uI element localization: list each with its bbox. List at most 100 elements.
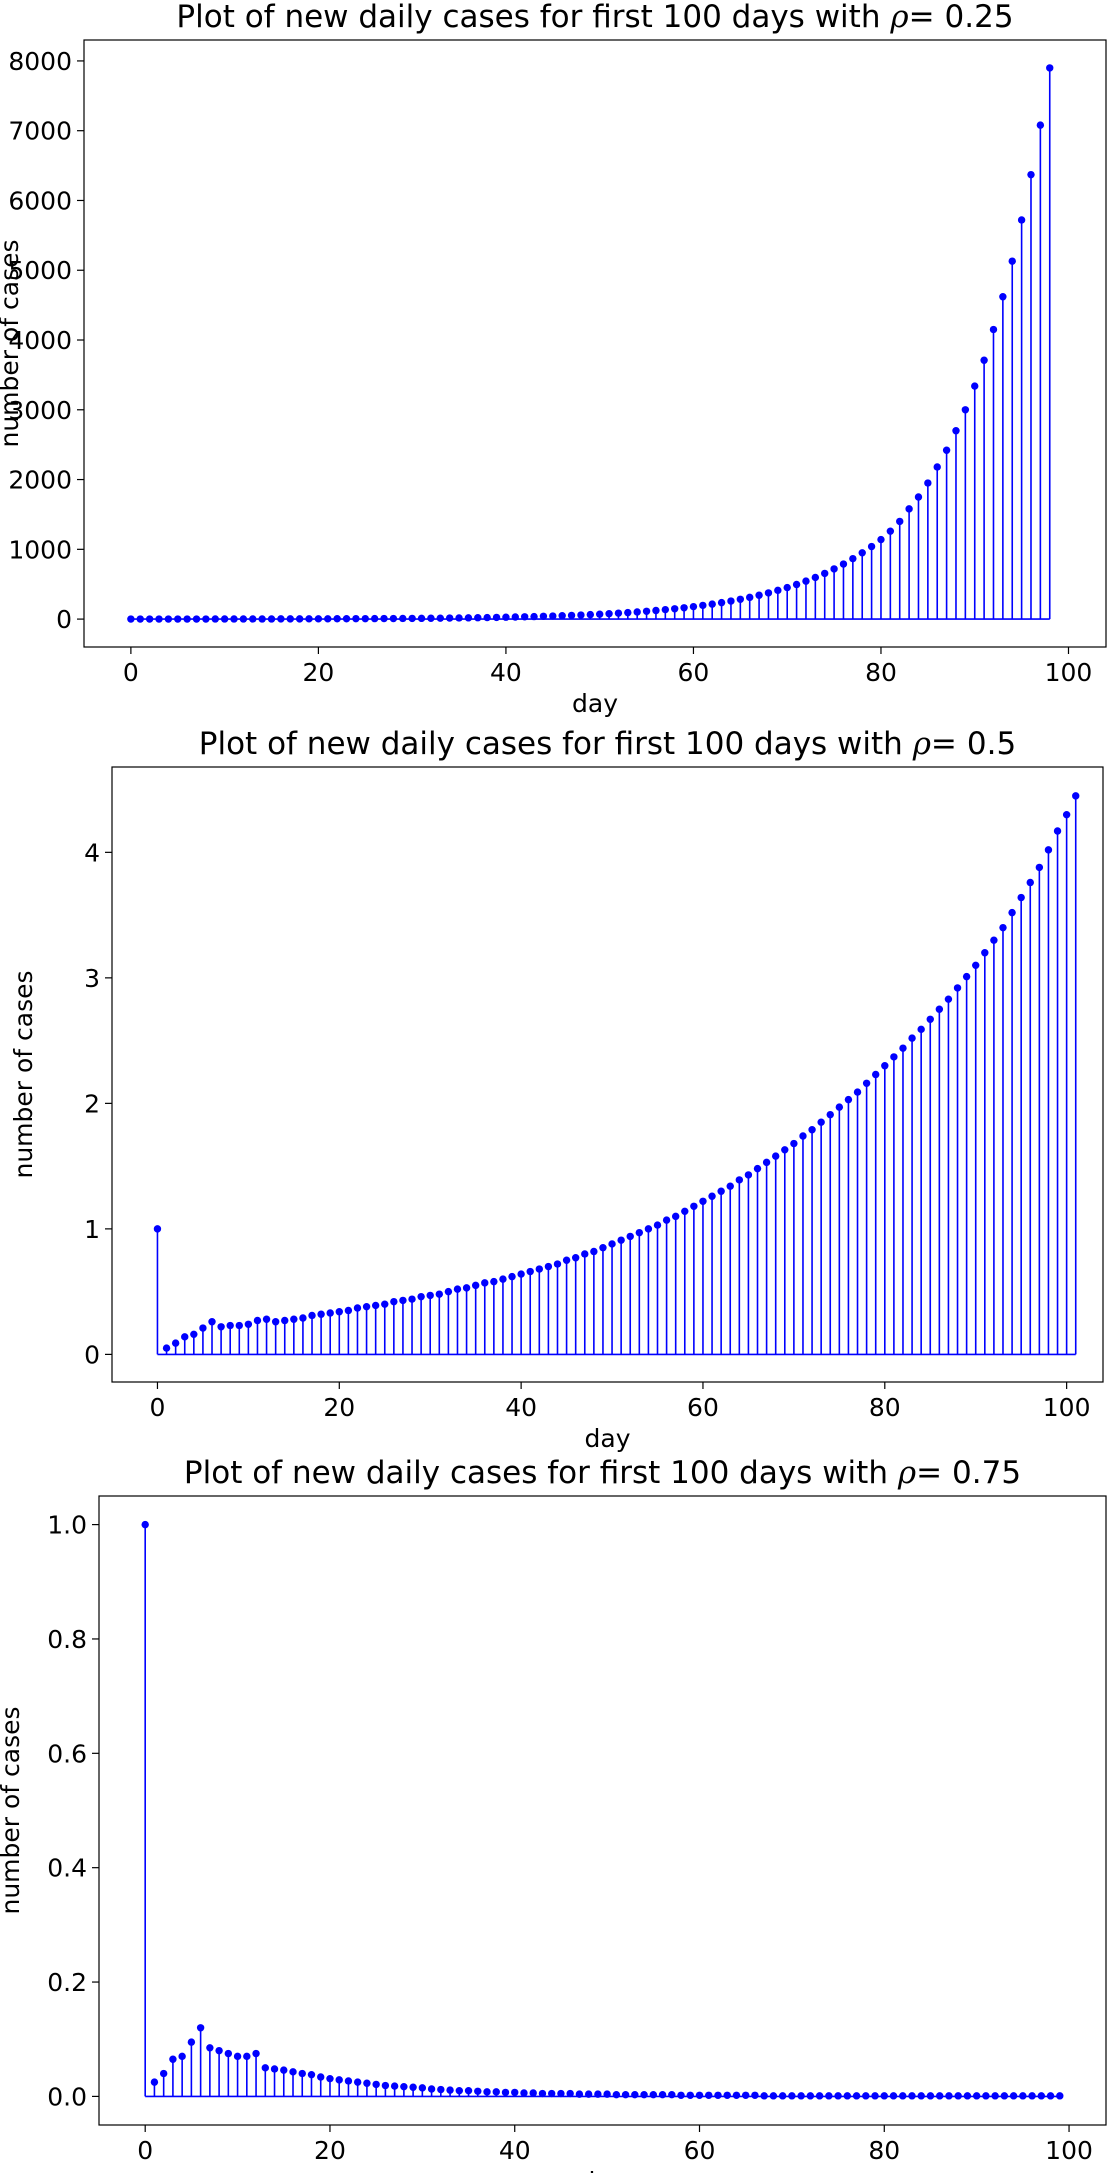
data-point xyxy=(774,586,782,595)
data-point xyxy=(621,2090,630,2099)
data-point xyxy=(839,560,848,568)
data-point xyxy=(400,2082,408,2091)
data-point xyxy=(427,614,435,622)
chart-title: Plot of new daily cases for first 100 da… xyxy=(176,0,1013,35)
data-point xyxy=(890,1053,898,1061)
data-point xyxy=(361,614,369,623)
data-point xyxy=(390,2082,399,2090)
x-tick-label: 40 xyxy=(490,658,522,687)
data-point xyxy=(436,614,444,622)
data-point xyxy=(751,2091,759,2099)
data-point xyxy=(953,984,962,992)
data-point xyxy=(744,1171,753,1179)
data-point xyxy=(217,1323,225,1331)
data-point xyxy=(626,1232,634,1241)
data-point xyxy=(211,615,219,623)
data-point xyxy=(381,2081,390,2090)
data-point xyxy=(352,614,360,623)
data-point xyxy=(658,2090,667,2099)
data-point xyxy=(661,605,670,614)
y-axis-label: number of cases xyxy=(0,239,24,447)
data-point xyxy=(299,1314,307,1322)
chart-title: Plot of new daily cases for first 100 da… xyxy=(184,1455,1021,1491)
data-point xyxy=(924,479,932,487)
data-point xyxy=(529,2089,537,2097)
title-value: 0.75 xyxy=(952,1455,1021,1491)
y-tick-label: 0 xyxy=(84,1340,100,1369)
y-tick-label: 0.0 xyxy=(47,2082,87,2111)
data-point xyxy=(972,2092,981,2100)
data-point xyxy=(858,549,866,557)
x-tick-label: 60 xyxy=(678,658,710,687)
plot-frame xyxy=(98,1495,1107,2126)
data-point xyxy=(905,505,913,513)
data-point xyxy=(202,615,210,623)
data-point xyxy=(271,1318,280,1326)
data-point xyxy=(270,2065,279,2073)
data-point xyxy=(530,612,538,621)
data-point xyxy=(305,615,313,623)
data-point xyxy=(1017,893,1025,902)
data-point xyxy=(353,1304,362,1312)
data-point xyxy=(723,2091,731,2099)
data-point xyxy=(689,602,698,611)
data-point xyxy=(145,615,154,623)
data-point xyxy=(511,2088,519,2097)
y-tick-label: 4 xyxy=(84,838,100,867)
x-tick-label: 60 xyxy=(687,1393,719,1422)
data-point xyxy=(699,601,707,610)
data-point xyxy=(962,972,971,981)
data-point xyxy=(808,1126,816,1134)
data-point xyxy=(481,1279,489,1287)
data-point xyxy=(990,936,998,944)
data-point xyxy=(899,1044,907,1052)
data-point xyxy=(226,1321,234,1330)
x-tick-label: 80 xyxy=(869,1393,901,1422)
data-point xyxy=(333,615,341,623)
data-point xyxy=(408,614,416,623)
y-tick-label: 8000 xyxy=(8,47,72,76)
data-point xyxy=(753,1164,762,1173)
plot-frame xyxy=(83,39,1107,648)
data-point xyxy=(670,605,679,613)
data-point xyxy=(567,611,576,620)
data-point xyxy=(972,961,980,970)
data-point xyxy=(617,1236,625,1244)
data-point xyxy=(826,1110,834,1119)
data-point xyxy=(877,535,885,544)
data-point xyxy=(834,2092,842,2100)
data-point xyxy=(418,2084,427,2092)
data-point xyxy=(371,1301,380,1310)
y-tick-label: 3000 xyxy=(8,396,72,425)
data-point xyxy=(562,1256,571,1264)
x-axis-label: day xyxy=(572,689,618,718)
data-point xyxy=(612,2090,621,2099)
data-point xyxy=(162,1344,171,1352)
data-point xyxy=(258,615,266,623)
data-point xyxy=(474,2087,482,2095)
data-point xyxy=(945,2092,953,2100)
data-point xyxy=(455,614,463,622)
data-point xyxy=(933,463,941,471)
title-eq: = xyxy=(916,1455,942,1491)
y-tick-label: 1 xyxy=(84,1215,100,1244)
data-point xyxy=(631,2090,639,2099)
data-point xyxy=(437,2085,445,2094)
data-point xyxy=(253,1316,262,1325)
x-tick-label: 80 xyxy=(868,2136,900,2165)
data-point xyxy=(771,1152,780,1160)
data-point xyxy=(653,1221,662,1229)
data-point xyxy=(852,2092,861,2100)
data-point xyxy=(681,1207,689,1216)
y-tick-label: 2000 xyxy=(8,466,72,495)
data-point xyxy=(490,1277,498,1286)
data-point xyxy=(324,615,332,623)
y-tick-label: 1.0 xyxy=(47,1511,87,1540)
data-point xyxy=(435,1290,444,1298)
title-symbol: ρ xyxy=(897,1455,916,1491)
data-point xyxy=(127,615,135,623)
data-point xyxy=(577,611,585,619)
data-point xyxy=(735,1176,744,1184)
x-tick-label: 100 xyxy=(1043,1393,1091,1422)
data-point xyxy=(380,614,388,623)
